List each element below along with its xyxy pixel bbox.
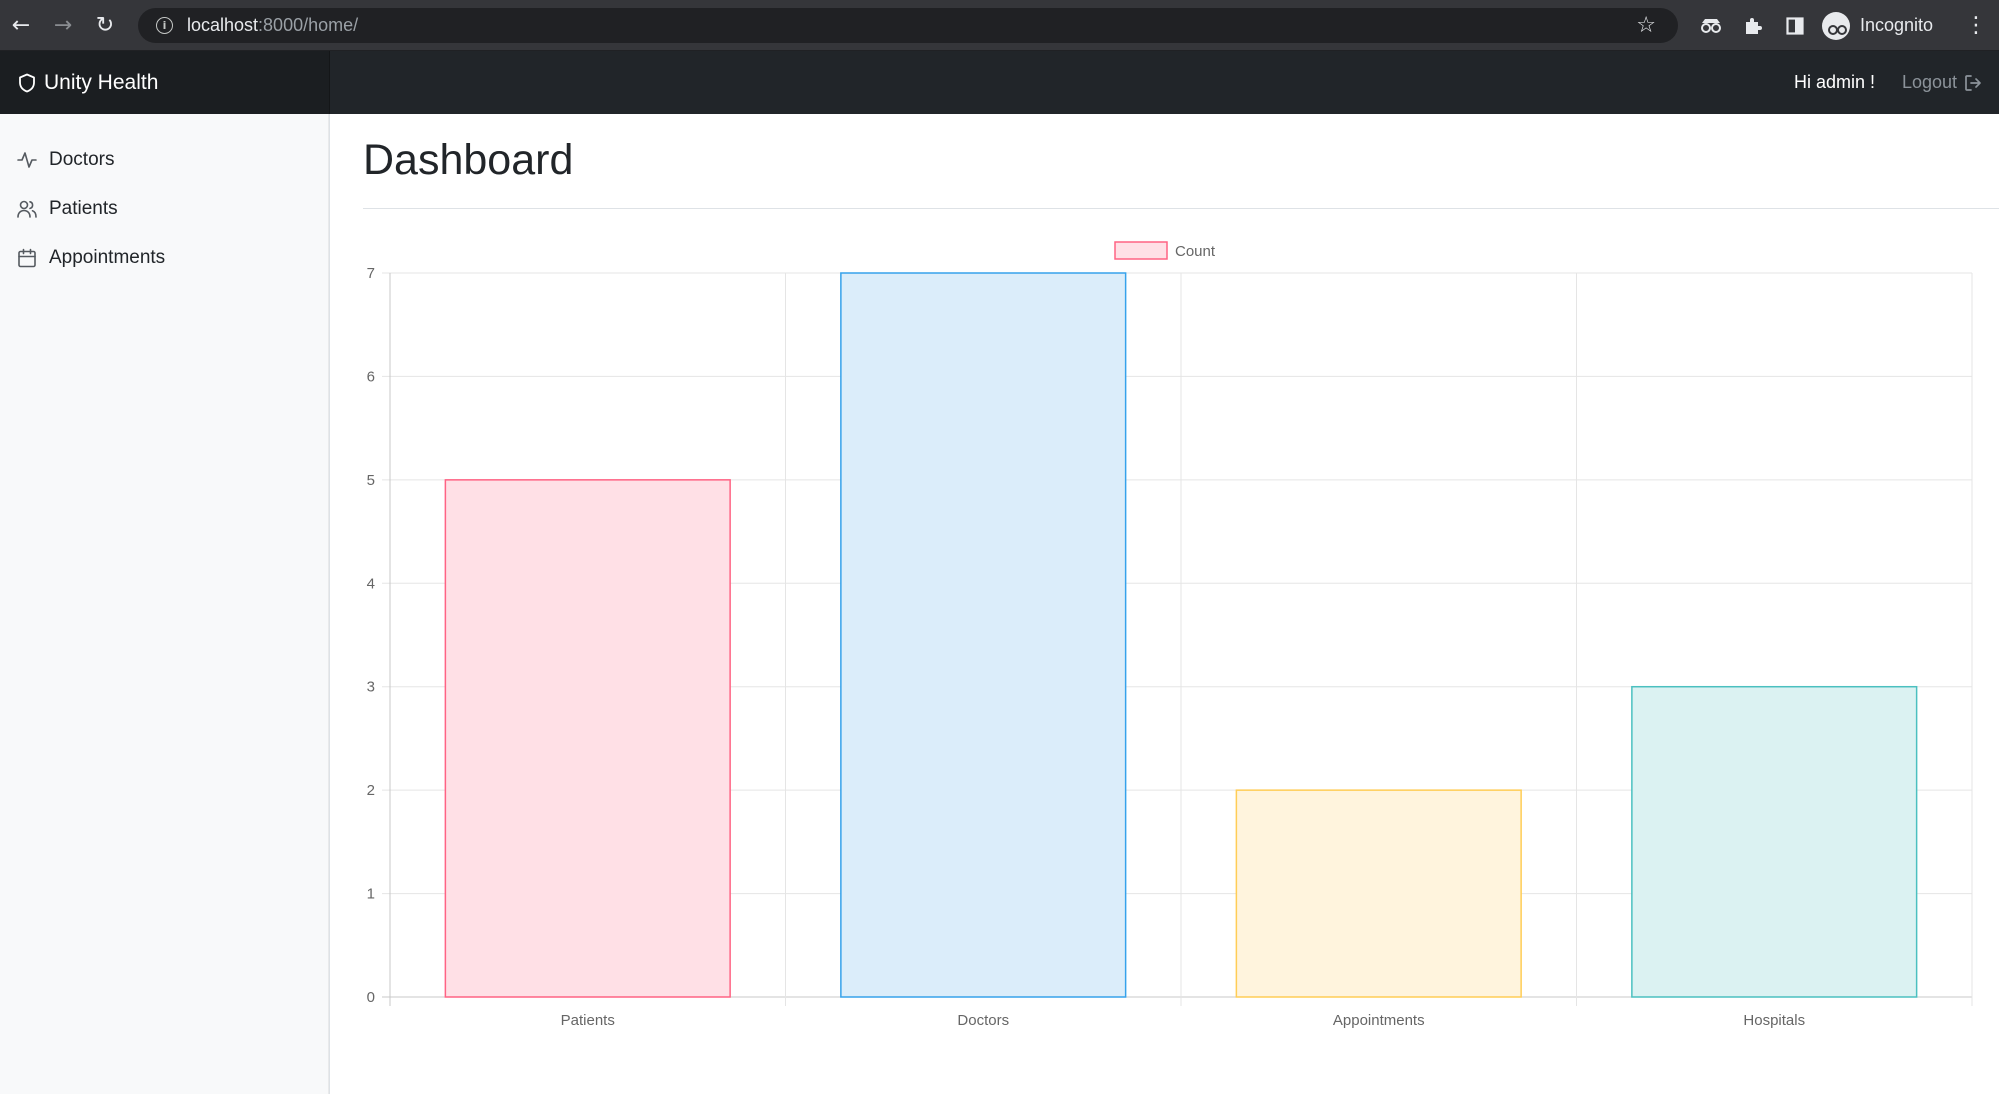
logout-icon <box>1965 74 1981 91</box>
user-greeting: Hi admin ! <box>1793 72 1875 92</box>
incognito-avatar-icon <box>1822 11 1850 40</box>
y-tick-label: 4 <box>367 575 375 592</box>
side-panel-icon[interactable] <box>1774 16 1816 35</box>
y-tick-label: 3 <box>367 679 375 696</box>
logout-link[interactable]: Logout <box>1902 51 1983 114</box>
page-title: Dashboard <box>363 136 574 184</box>
sidebar-item-label: Doctors <box>49 149 115 170</box>
y-tick-label: 2 <box>367 782 375 799</box>
sidebar-item-doctors[interactable]: Doctors <box>16 145 114 175</box>
users-icon <box>17 200 37 218</box>
y-tick-label: 5 <box>367 472 375 489</box>
x-axis-ticks: Patients Doctors Appointments Hospitals <box>561 1012 1805 1029</box>
address-bar[interactable]: i localhost:8000/home/ ☆ <box>138 8 1678 43</box>
chart-legend[interactable]: Count <box>1114 241 1216 260</box>
url-text[interactable]: localhost:8000/home/ <box>187 15 358 36</box>
bar-doctors <box>840 272 1127 998</box>
count-bar-chart: 0 1 2 3 4 5 6 7 Patients Doctors Appointments Hosp… <box>367 241 1973 1029</box>
y-tick-label: 7 <box>367 265 375 282</box>
x-tick-label: Hospitals <box>1743 1012 1805 1029</box>
y-tick-label: 6 <box>367 368 375 385</box>
url-path: :8000/home/ <box>258 15 359 35</box>
top-navbar: Unity Health Hi admin ! Logout <box>0 51 1999 114</box>
chart-bars <box>444 272 1918 998</box>
legend-label: Count <box>1175 243 1216 260</box>
y-tick-label: 0 <box>367 989 375 1006</box>
sidebar-item-patients[interactable]: Patients <box>16 194 118 224</box>
title-divider <box>363 208 1999 209</box>
activity-icon <box>17 152 37 168</box>
back-arrow-icon[interactable]: ← <box>11 12 31 38</box>
y-tick-label: 1 <box>367 886 375 903</box>
reload-icon[interactable]: ↻ <box>95 12 115 38</box>
calendar-icon <box>18 248 36 268</box>
bar-hospitals <box>1631 685 1918 998</box>
x-tick-label: Appointments <box>1333 1012 1425 1029</box>
logout-label: Logout <box>1901 72 1957 92</box>
url-host: localhost <box>187 15 259 35</box>
brand-link[interactable]: Unity Health <box>0 51 330 114</box>
legend-swatch <box>1114 241 1168 260</box>
puzzle-extensions-icon[interactable] <box>1732 16 1774 36</box>
sidebar-item-label: Appointments <box>49 247 166 268</box>
sidebar-item-appointments[interactable]: Appointments <box>16 243 165 273</box>
bar-patients <box>444 479 731 998</box>
x-tick-label: Doctors <box>957 1012 1009 1029</box>
incognito-extension-icon[interactable] <box>1690 17 1732 35</box>
incognito-label: Incognito <box>1860 15 1934 35</box>
y-axis-ticks: 0 1 2 3 4 5 6 7 <box>367 265 375 1006</box>
browser-menu-icon[interactable]: ⋮ <box>1965 13 1987 38</box>
browser-toolbar: ← → ↻ i localhost:8000/home/ ☆ Incognito… <box>0 0 1999 51</box>
sidebar-item-label: Patients <box>49 198 118 219</box>
main-content: Dashboard <box>331 114 1999 1094</box>
bar-appointments <box>1235 789 1522 998</box>
sidebar: Doctors Patients Appointments <box>0 114 330 1094</box>
forward-arrow-icon[interactable]: → <box>53 12 73 38</box>
x-tick-label: Patients <box>561 1012 615 1029</box>
incognito-profile-button[interactable]: Incognito <box>1822 11 1934 40</box>
shield-icon <box>19 73 35 92</box>
brand-name: Unity Health <box>44 70 159 94</box>
extensions-area: Incognito <box>1690 0 1933 51</box>
site-info-icon[interactable]: i <box>156 17 173 34</box>
bookmark-star-icon[interactable]: ☆ <box>1636 13 1656 38</box>
